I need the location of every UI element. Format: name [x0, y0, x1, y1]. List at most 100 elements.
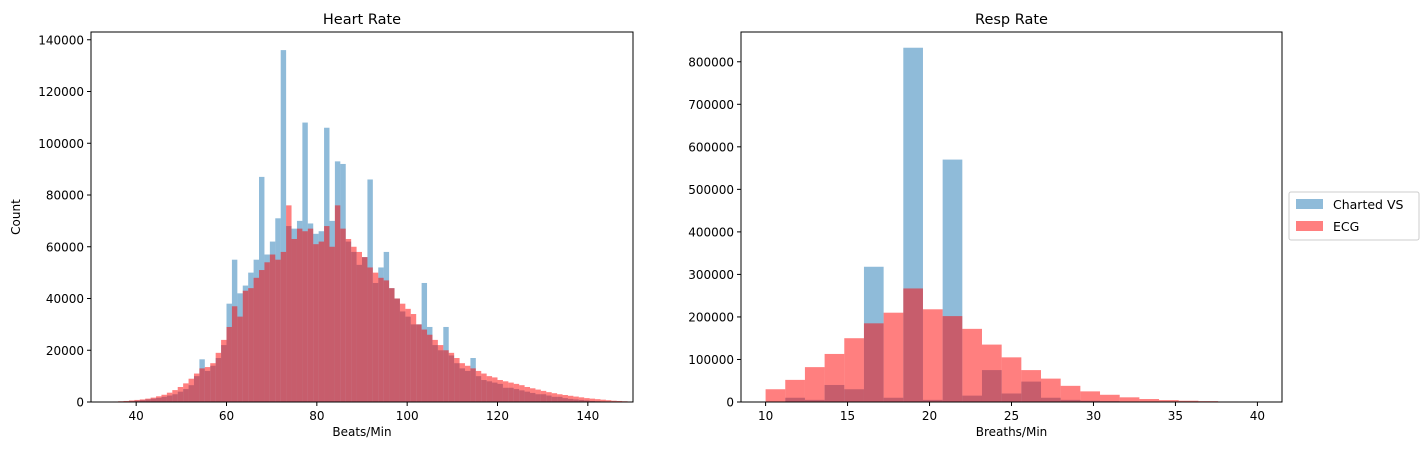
heart-rate-ecg-bar — [356, 251, 362, 402]
resp-rate-ecg-bar — [765, 389, 786, 402]
heart-rate-ecg-bar — [161, 394, 167, 402]
resp-rate-ecg-bar — [1119, 397, 1140, 402]
heart-rate-ecg-bar — [345, 238, 352, 402]
heart-rate-ecg-bar — [286, 205, 292, 402]
resp-rate-y-tick-label: 200000 — [688, 310, 734, 324]
heart-rate-ecg-bar — [524, 386, 531, 402]
heart-rate-ecg-bar — [562, 395, 568, 402]
resp-rate-ecg-bar — [1159, 400, 1179, 402]
heart-rate-ecg-bar — [508, 382, 514, 402]
heart-rate-ecg-bar — [242, 290, 249, 402]
heart-rate-ecg-bar — [567, 395, 574, 402]
heart-rate-ecg-bar — [259, 270, 265, 402]
heart-rate-ecg-bar — [573, 396, 579, 402]
resp-rate-ecg-bar — [785, 379, 805, 402]
legend-label-ecg: ECG — [1333, 219, 1359, 234]
heart-rate-ecg-bar — [437, 345, 444, 402]
heart-rate-ecg-bar — [334, 205, 341, 402]
resp-rate-ecg-bar — [883, 312, 904, 402]
resp-rate-ecg-bar — [1021, 370, 1042, 402]
heart-rate-chart: 40 60 80 100 120 140 0 20000 40000 60000 80000 100… — [9, 12, 634, 439]
legend: Charted VS ECG — [1288, 191, 1420, 241]
resp-rate-x-ticks: 10 15 20 25 30 35 40 — [758, 402, 1265, 423]
resp-rate-ecg-bar — [1041, 378, 1061, 402]
resp-rate-ecg-bar — [824, 353, 845, 402]
heart-rate-ecg-bar — [324, 226, 330, 402]
heart-rate-ecg-bar — [291, 238, 297, 402]
heart-rate-ecg-bar — [318, 241, 325, 402]
resp-rate-ecg-bar — [1139, 399, 1160, 402]
heart-rate-ecg-bar — [454, 358, 460, 402]
resp-rate-x-tick-label: 40 — [1250, 409, 1265, 423]
heart-rate-ecg-bar — [616, 400, 623, 402]
resp-rate-ecg-bar — [1080, 391, 1101, 402]
heart-rate-ecg-bar — [481, 373, 487, 402]
heart-rate-x-label: Beats/Min — [332, 425, 391, 439]
resp-rate-ecg-bar — [1001, 357, 1022, 402]
heart-rate-ecg-bar — [307, 228, 314, 402]
heart-rate-ecg-bar — [128, 400, 135, 402]
heart-rate-ecg-bar — [584, 398, 590, 402]
resp-rate-bars — [765, 47, 1258, 402]
heart-rate-ecg-bar — [475, 370, 482, 402]
resp-rate-y-tick-label: 500000 — [688, 183, 734, 197]
heart-rate-ecg-bar — [519, 385, 525, 402]
heart-rate-ecg-bar — [172, 390, 178, 402]
resp-rate-x-tick-label: 15 — [840, 409, 855, 423]
heart-rate-x-tick-label: 40 — [129, 409, 144, 423]
heart-rate-ecg-bar — [215, 352, 222, 402]
resp-rate-ecg-bar — [962, 328, 982, 402]
heart-rate-ecg-bar — [540, 390, 547, 402]
heart-rate-ecg-bar — [389, 288, 395, 402]
heart-rate-ecg-bar — [427, 334, 433, 402]
heart-rate-ecg-bar — [595, 399, 601, 402]
legend-label-charted-vs: Charted VS — [1333, 197, 1404, 212]
resp-rate-x-tick-label: 10 — [758, 409, 773, 423]
heart-rate-ecg-bar — [193, 373, 200, 402]
heart-rate-ecg-bar — [497, 380, 503, 402]
heart-rate-ecg-bar — [237, 316, 243, 402]
heart-rate-ecg-bar — [150, 397, 157, 402]
heart-rate-ecg-bar — [177, 386, 184, 402]
heart-rate-ecg-bar — [589, 398, 596, 402]
heart-rate-charted-vs-bar — [280, 50, 287, 402]
heart-rate-ecg-bar — [535, 389, 541, 402]
resp-rate-y-tick-label: 700000 — [688, 98, 734, 112]
resp-rate-y-ticks: 0 100000 200000 300000 400000 500000 600000 700… — [688, 55, 741, 410]
heart-rate-ecg-bar — [383, 280, 390, 402]
heart-rate-ecg-bar — [183, 383, 189, 402]
heart-rate-ecg-bar — [302, 231, 308, 402]
heart-rate-ecg-bar — [253, 277, 260, 402]
heart-rate-y-tick-label: 40000 — [46, 292, 84, 306]
heart-rate-ecg-bar — [199, 368, 205, 402]
heart-rate-ecg-bar — [139, 399, 146, 402]
heart-rate-ecg-bar — [557, 394, 563, 402]
resp-rate-x-label: Breaths/Min — [976, 425, 1048, 439]
heart-rate-ecg-bar — [280, 251, 287, 402]
resp-rate-ecg-bar — [1060, 385, 1081, 402]
heart-rate-x-tick-label: 140 — [576, 409, 599, 423]
resp-rate-chart: 10 15 20 25 30 35 40 0 100000 200000 300000 400000… — [688, 12, 1283, 439]
heart-rate-x-ticks: 40 60 80 100 120 140 — [129, 402, 599, 423]
resp-rate-plot-frame — [740, 31, 1283, 403]
heart-rate-x-tick-label: 60 — [219, 409, 234, 423]
heart-rate-ecg-bar — [296, 228, 303, 402]
heart-rate-ecg-bar — [502, 381, 509, 402]
heart-rate-y-tick-label: 140000 — [38, 33, 84, 47]
heart-rate-ecg-bar — [492, 377, 498, 402]
heart-rate-ecg-bar — [421, 329, 428, 402]
heart-rate-ecg-bar — [432, 339, 438, 402]
resp-rate-y-tick-label: 100000 — [688, 353, 734, 367]
heart-rate-ecg-bar — [166, 392, 173, 402]
heart-rate-title: Heart Rate — [323, 12, 401, 28]
heart-rate-ecg-bar — [578, 397, 585, 402]
heart-rate-x-tick-label: 100 — [396, 409, 419, 423]
resp-rate-ecg-bar — [1178, 400, 1199, 402]
resp-rate-y-tick-label: 600000 — [688, 140, 734, 154]
heart-rate-ecg-bar — [226, 326, 232, 402]
heart-rate-y-ticks: 0 20000 40000 60000 80000 100000 120000 140000 — [38, 33, 91, 410]
heart-rate-ecg-bar — [367, 267, 373, 402]
heart-rate-ecg-bar — [443, 350, 449, 402]
heart-rate-ecg-bar — [464, 365, 471, 402]
